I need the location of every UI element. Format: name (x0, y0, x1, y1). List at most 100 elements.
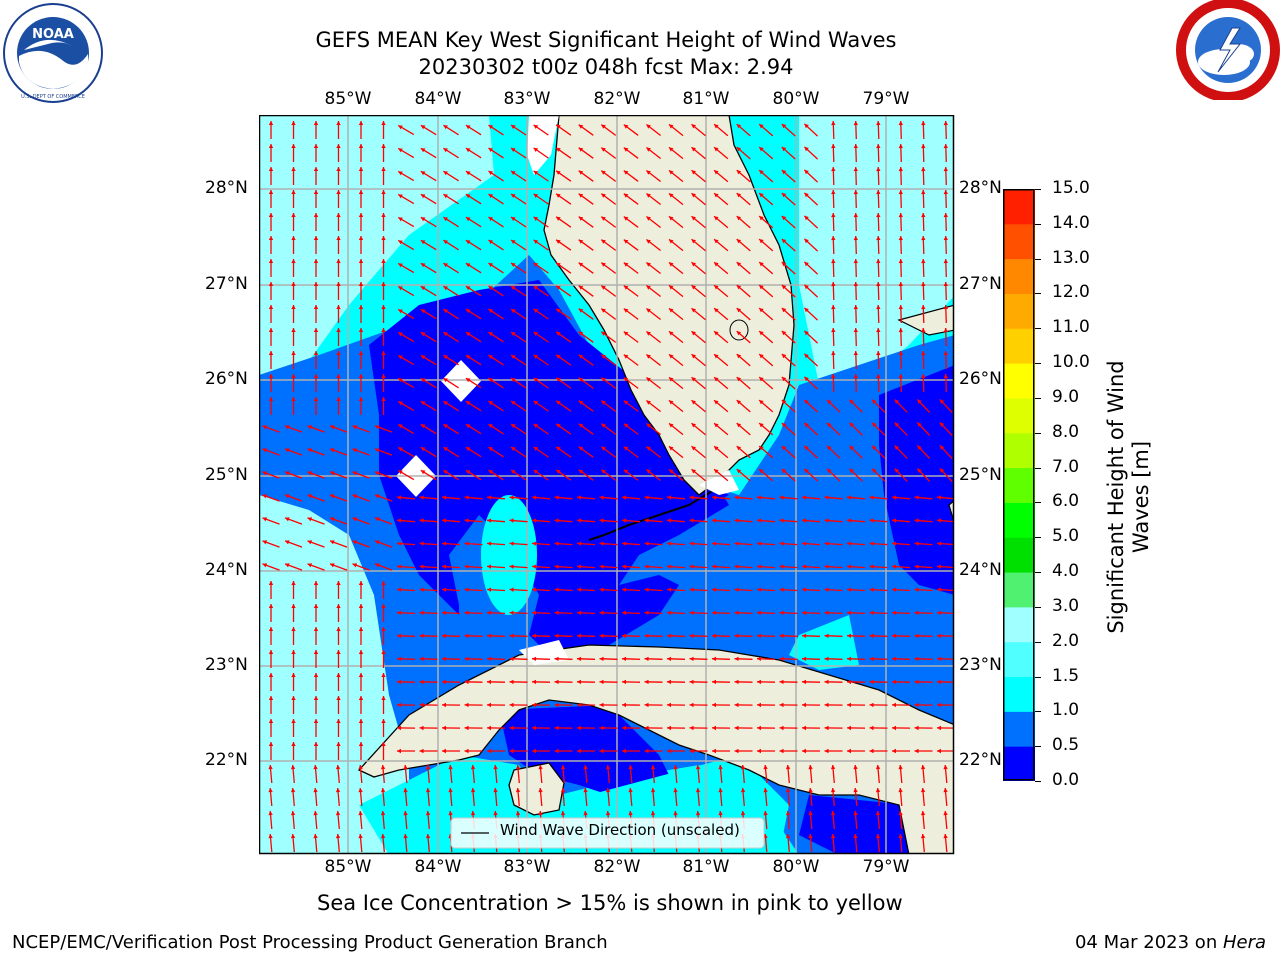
lat-label-right: 27°N (959, 274, 1002, 294)
wave-direction-arrowhead (869, 495, 874, 500)
wave-direction-arrowhead (869, 564, 874, 569)
wave-direction-arrowhead (689, 748, 694, 754)
wave-direction-arrowhead (465, 332, 471, 337)
wave-direction-arrowhead (330, 563, 335, 568)
wave-direction-arrowhead (578, 446, 584, 451)
wave-direction-arrowhead (691, 400, 696, 405)
wave-direction-arrowhead (804, 215, 809, 221)
wave-direction-arrowhead (824, 610, 829, 615)
wave-direction-arrowhead (419, 702, 424, 708)
wave-direction-arrowhead (509, 541, 514, 546)
wave-direction-arrowhead (336, 167, 341, 171)
wave-direction-arrowhead (623, 377, 629, 382)
wave-direction-arrowhead (509, 610, 514, 615)
wave-direction-arrowhead (538, 788, 543, 793)
wave-direction-arrowhead (397, 633, 402, 638)
wave-direction-arrowhead (689, 541, 694, 546)
wave-direction-arrowhead (831, 167, 836, 172)
wave-direction-arrowhead (533, 446, 539, 451)
wave-direction-arrowhead (358, 213, 364, 217)
wave-direction-arrowhead (712, 518, 717, 523)
colorbar-tick-label: 2.0 (1052, 630, 1080, 651)
wave-direction-arrowhead (736, 423, 742, 428)
wave-direction-arrowhead (714, 239, 719, 244)
wave-direction-arrowhead (533, 308, 539, 313)
wave-direction-arrowhead (736, 446, 742, 451)
wave-direction-arrowhead (712, 495, 717, 500)
wave-direction-arrowhead (736, 262, 742, 267)
wave-direction-arrowhead (892, 748, 896, 754)
wave-direction-arrowhead (601, 216, 606, 221)
wave-direction-arrowhead (605, 811, 611, 816)
wave-direction-arrowhead (601, 170, 606, 175)
wave-direction-arrowhead (488, 332, 493, 337)
wave-direction-arrowhead (853, 328, 858, 333)
wave-direction-arrowhead (736, 331, 742, 336)
wave-direction-arrowhead (375, 540, 380, 545)
wave-direction-arrowhead (556, 262, 561, 267)
wave-direction-arrowhead (853, 213, 858, 218)
wave-direction-arrowhead (532, 495, 537, 500)
wave-direction-arrowhead (623, 216, 629, 221)
wave-direction-arrowhead (759, 354, 764, 359)
wave-direction-arrowhead (358, 374, 364, 378)
wave-direction-arrowhead (712, 587, 717, 592)
wave-direction-arrowhead (831, 351, 836, 356)
wave-direction-arrowhead (736, 170, 742, 175)
wave-direction-arrowhead (515, 811, 521, 816)
wave-direction-arrowhead (313, 213, 319, 217)
wave-direction-arrowhead (650, 788, 656, 793)
wave-direction-arrowhead (714, 423, 719, 428)
wave-direction-arrowhead (601, 262, 606, 267)
colorbar-segment (1003, 641, 1035, 678)
wave-direction-arrowhead (943, 167, 948, 172)
wave-direction-arrowhead (875, 834, 881, 839)
wave-direction-arrowhead (268, 190, 274, 194)
wave-direction-arrowhead (646, 331, 651, 336)
wave-direction-arrowhead (849, 468, 854, 474)
wave-direction-arrowhead (847, 702, 851, 708)
colorbar-tick-label: 4.0 (1052, 561, 1080, 582)
wave-direction-arrowhead (943, 144, 948, 149)
wave-direction-arrowhead (381, 374, 386, 378)
wave-direction-arrowhead (669, 469, 674, 474)
wave-direction-arrowhead (667, 610, 672, 615)
wave-direction-arrowhead (313, 811, 318, 816)
wave-direction-arrowhead (488, 194, 493, 199)
wave-direction-arrowhead (781, 170, 787, 175)
colorbar-tick (1035, 746, 1041, 748)
wave-direction-arrowhead (554, 541, 559, 546)
wave-direction-arrowhead (622, 725, 626, 731)
wave-direction-arrowhead (335, 788, 341, 793)
wave-direction-arrowhead (420, 355, 426, 360)
wave-direction-arrowhead (268, 282, 274, 286)
wave-direction-arrowhead (398, 378, 403, 383)
wave-direction-arrowhead (336, 742, 341, 746)
wave-direction-arrowhead (714, 262, 719, 267)
wave-direction-arrowhead (420, 240, 426, 245)
wave-direction-arrowhead (397, 725, 401, 731)
wave-direction-arrowhead (465, 148, 471, 153)
wave-direction-arrowhead (824, 725, 829, 731)
wave-direction-arrowhead (578, 285, 584, 290)
wave-direction-arrowhead (358, 144, 364, 148)
wave-direction-arrowhead (313, 190, 319, 194)
wave-direction-arrowhead (375, 448, 380, 453)
wave-direction-arrowhead (869, 679, 874, 685)
wave-direction-arrowhead (898, 328, 903, 333)
wave-direction-arrowhead (358, 719, 364, 723)
wave-direction-arrowhead (937, 702, 941, 708)
wave-direction-arrowhead (876, 213, 881, 218)
wave-direction-arrowhead (876, 167, 881, 172)
wave-direction-arrowhead (623, 262, 629, 267)
wave-direction-arrowhead (872, 445, 877, 450)
wave-direction-arrowhead (358, 811, 363, 816)
wave-direction-arrowhead (622, 702, 626, 708)
wave-direction-arrowhead (920, 811, 926, 816)
wave-direction-arrowhead (578, 400, 584, 405)
wave-direction-arrowhead (487, 541, 492, 546)
wave-direction-arrowhead (802, 610, 807, 615)
wave-direction-arrowhead (578, 239, 584, 244)
wave-direction-arrowhead (623, 170, 629, 175)
wave-direction-arrowhead (763, 788, 768, 793)
